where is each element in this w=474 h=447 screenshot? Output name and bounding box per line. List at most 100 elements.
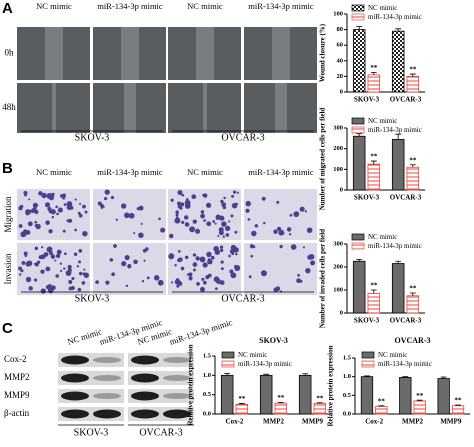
y-tick-label: 0.0 [343,410,351,417]
stained-cell [188,276,193,281]
stained-cell [97,201,102,206]
stained-cell [276,226,282,232]
stained-cell [32,207,37,213]
error-bar [316,402,323,404]
stained-cell [220,248,224,253]
legend-label: miR-134-3p mimic [378,360,432,368]
stained-cell [71,277,75,281]
x-tick-label: MMP9 [302,418,323,426]
stained-cell [203,280,207,285]
error-bar [370,289,377,294]
stained-cell [196,282,200,286]
significance-label: ** [409,66,417,74]
stained-cell [192,219,197,224]
stained-cell [133,232,136,235]
stained-cell [221,202,226,207]
error-bar [455,404,461,406]
significance-label: ** [409,156,417,164]
bar [235,403,249,415]
stained-cell [82,230,88,237]
bar [360,376,374,415]
y-tick-label: 100 [333,286,343,293]
stained-cell [228,254,231,258]
stained-cell [175,210,179,214]
legend-swatch [221,360,235,368]
stained-cell [248,275,252,279]
stained-cell [206,221,212,227]
column-header: miR-134-3p mimic [248,1,314,11]
stained-cell [235,202,239,206]
stained-cell [49,251,53,256]
stained-cell [191,194,197,200]
stained-cell [48,229,53,234]
y-tick-label: 0 [340,309,343,316]
stained-cell [81,281,86,285]
group-label: SKOV-3 [74,427,109,438]
stained-cell [230,272,237,279]
legend-swatch [351,242,365,250]
stained-cell [55,205,58,209]
stained-cell [77,287,82,292]
stained-cell [25,276,32,283]
stained-cell [85,274,88,278]
stained-cell [219,280,225,286]
x-tick-label: Cox-2 [226,418,244,426]
error-bar [395,133,402,140]
stained-cell [57,207,63,213]
stained-cell [24,193,27,197]
stained-cell [19,273,22,276]
stained-cell [174,217,181,224]
legend-swatch [351,126,365,134]
stained-cell [202,262,208,268]
stained-cell [177,201,181,206]
stained-cell [46,246,53,253]
error-bar [395,260,402,264]
stained-cell [18,266,22,271]
error-bar [395,28,402,32]
legend-label: miR-134-3p mimic [368,13,422,21]
stained-cell [278,229,285,236]
stained-cell [62,196,66,200]
legend-label: miR-134-3p mimic [368,242,422,250]
stained-cell [200,286,205,292]
bar [375,406,388,415]
stained-cell [306,227,313,234]
bar [274,402,288,415]
stained-cell [273,229,278,234]
legend-label: miR-134-3p mimic [238,360,292,368]
error-bar [263,373,270,376]
stained-cell [40,288,46,294]
stained-cell [78,249,83,253]
blot-band [93,375,121,381]
stained-cell [51,216,55,219]
legend-label: NC mimic [378,351,407,359]
error-bar [416,399,423,401]
y-tick-label: 100 [333,10,343,17]
stained-cell [307,254,313,260]
y-tick-label: 1.0 [203,372,211,379]
stained-cell [113,244,117,248]
y-axis-title: Wound closure (%) [319,23,327,82]
blot-band [93,357,121,363]
stained-cell [41,192,47,199]
bar [413,400,426,415]
blot-band [131,355,159,365]
y-tick-label: 20 [337,73,344,80]
stained-cell [62,229,66,233]
stained-cell [84,210,88,214]
stained-cell [74,228,77,232]
y-tick-label: 40 [337,57,344,64]
stained-cell [195,228,201,234]
stained-cell [79,271,83,276]
bar [399,377,412,415]
blot-band [61,391,89,401]
stained-cell [230,244,237,251]
stained-cell [213,245,219,252]
stained-cell [36,260,41,264]
stained-cell [212,220,216,223]
legend-swatch [221,351,235,359]
legend-swatch [351,117,365,125]
stained-cell [214,287,218,291]
column-header: NC mimic [187,167,223,177]
stained-cell [305,267,311,274]
